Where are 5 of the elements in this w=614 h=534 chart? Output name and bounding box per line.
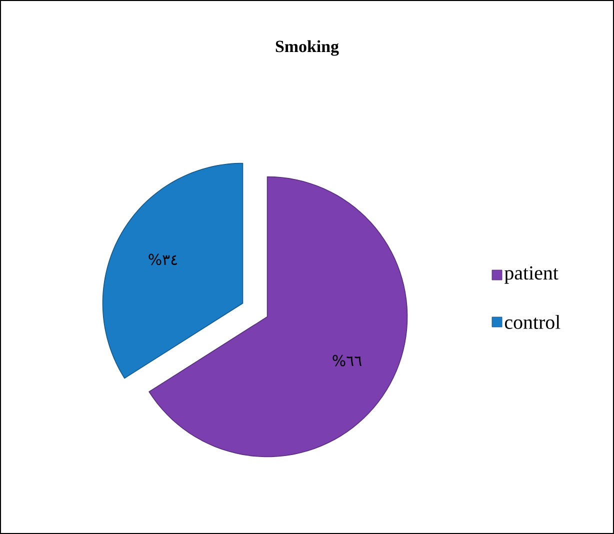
legend-label: control [504, 314, 560, 329]
data-label: %٦٦ [332, 354, 362, 366]
legend-label: patient [504, 266, 558, 284]
chart-title: Smoking [276, 40, 339, 56]
data-label: %٣٤ [148, 254, 177, 266]
